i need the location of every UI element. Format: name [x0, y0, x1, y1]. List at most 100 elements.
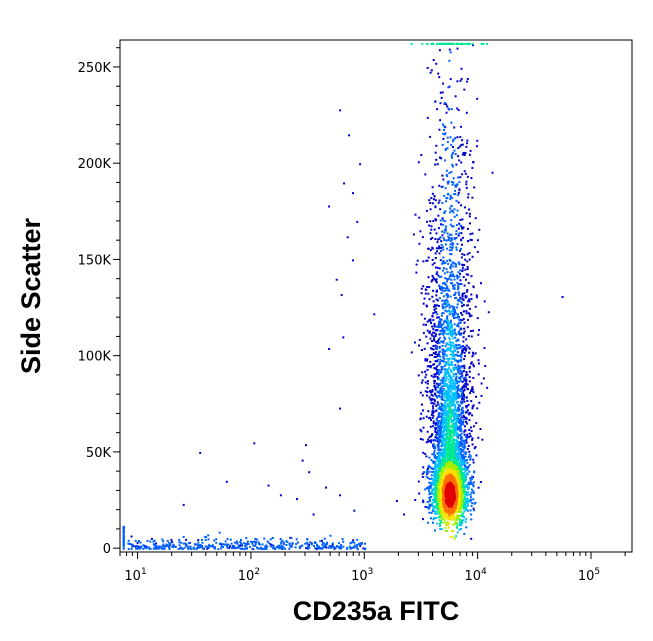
event-dot	[467, 504, 469, 507]
event-dot	[447, 278, 450, 281]
event-dot	[449, 207, 452, 210]
event-dot	[432, 319, 435, 322]
event-dot	[456, 409, 459, 411]
event-dot	[460, 492, 463, 495]
event-dot	[181, 547, 184, 550]
event-dot	[351, 546, 354, 549]
event-dot	[423, 297, 426, 300]
event-dot	[465, 338, 468, 341]
event-dot	[432, 412, 435, 414]
event-dot	[458, 321, 461, 324]
event-dot	[439, 424, 442, 427]
event-dot	[457, 469, 460, 472]
event-dot	[446, 436, 449, 439]
event-dot	[443, 465, 446, 468]
event-dot	[443, 396, 446, 399]
event-dot	[442, 333, 445, 336]
event-dot	[346, 547, 349, 550]
event-dot	[452, 379, 455, 382]
event-dot	[329, 534, 332, 537]
event-dot	[465, 186, 468, 189]
event-dot	[440, 470, 443, 473]
event-dot	[434, 257, 437, 259]
event-dot	[442, 323, 445, 326]
event-dot	[460, 359, 463, 362]
event-dot	[456, 315, 459, 318]
event-dot	[463, 321, 466, 324]
event-dot	[462, 340, 465, 343]
event-dot	[483, 347, 486, 350]
event-dot	[451, 333, 454, 336]
event-dot	[466, 326, 469, 329]
event-dot	[467, 486, 470, 489]
event-dot	[472, 285, 475, 288]
event-dot	[461, 460, 464, 463]
event-dot	[464, 296, 467, 299]
event-dot	[433, 446, 436, 449]
event-dot	[435, 409, 438, 412]
event-dot	[469, 426, 472, 429]
event-dot	[428, 511, 431, 514]
event-dot	[455, 333, 458, 336]
event-dot	[471, 405, 474, 408]
event-dot	[455, 394, 458, 397]
event-dot	[480, 282, 482, 285]
event-dot	[455, 535, 457, 538]
event-dot	[468, 453, 471, 456]
event-dot	[150, 537, 153, 540]
event-dot	[430, 441, 433, 444]
event-dot	[285, 544, 288, 546]
event-dot	[436, 241, 439, 244]
event-dot	[449, 518, 452, 521]
event-dot	[451, 440, 453, 443]
event-dot	[467, 312, 470, 315]
event-dot	[457, 109, 460, 112]
event-dot	[440, 157, 443, 160]
event-dot	[448, 336, 451, 339]
event-dot	[435, 503, 438, 506]
event-dot	[435, 298, 438, 301]
event-dot	[439, 524, 441, 527]
event-dot	[438, 320, 440, 323]
event-dot	[471, 388, 474, 391]
event-dot	[309, 541, 312, 544]
event-dot	[425, 335, 428, 338]
event-dot	[442, 223, 445, 226]
event-dot	[429, 486, 432, 489]
event-dot	[471, 502, 474, 505]
event-dot	[460, 486, 463, 489]
event-dot	[460, 450, 462, 453]
event-dot	[451, 394, 454, 397]
event-dot	[469, 412, 472, 415]
event-dot	[449, 396, 452, 399]
event-dot	[440, 379, 443, 382]
event-dot	[442, 431, 445, 434]
event-dot	[470, 314, 473, 317]
event-dot	[447, 362, 450, 365]
event-dot	[451, 153, 454, 156]
event-dot	[453, 458, 455, 461]
event-dot	[428, 470, 431, 473]
event-dot	[444, 433, 447, 436]
event-dot	[460, 353, 463, 356]
event-dot	[430, 511, 433, 514]
event-dot	[456, 471, 459, 474]
event-dot	[162, 540, 165, 543]
event-dot	[442, 436, 445, 439]
event-dot	[469, 500, 472, 503]
event-dot	[454, 95, 457, 98]
event-dot	[438, 369, 441, 371]
event-dot	[478, 401, 481, 404]
event-dot	[434, 344, 437, 347]
event-dot	[433, 398, 436, 401]
event-dot	[174, 546, 177, 548]
event-dot	[435, 340, 438, 343]
event-dot	[433, 324, 436, 327]
event-dot	[206, 545, 209, 548]
event-dot	[461, 365, 464, 368]
event-dot	[475, 145, 478, 148]
event-dot	[461, 371, 464, 374]
event-dot	[450, 330, 453, 333]
event-dot	[435, 516, 438, 519]
event-dot	[457, 426, 460, 429]
